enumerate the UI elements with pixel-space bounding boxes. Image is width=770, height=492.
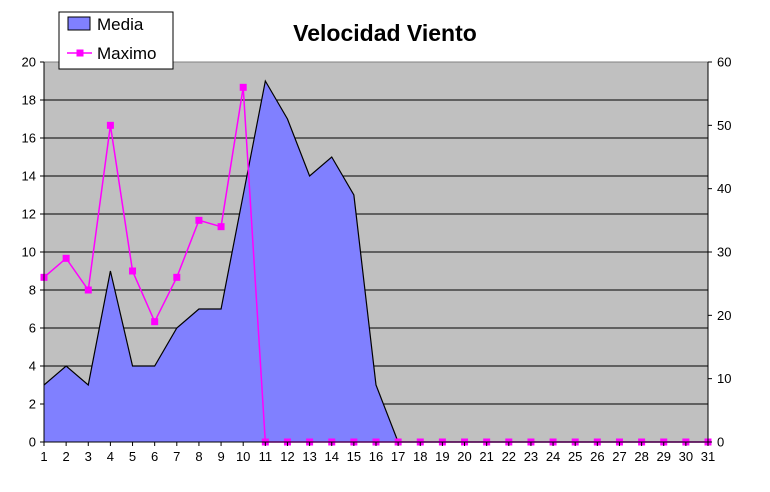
x-tick-label: 31 (701, 449, 715, 464)
x-tick-label: 24 (546, 449, 560, 464)
y-left-tick-label: 14 (22, 169, 36, 184)
x-tick-label: 10 (236, 449, 250, 464)
x-tick-label: 5 (129, 449, 136, 464)
x-tick-label: 19 (435, 449, 449, 464)
x-tick-label: 14 (324, 449, 338, 464)
marker-maximo (129, 267, 137, 275)
legend-label-media: Media (97, 15, 144, 34)
y-left-tick-label: 8 (29, 283, 36, 298)
x-tick-label: 25 (568, 449, 582, 464)
legend-label-maximo: Maximo (97, 44, 157, 63)
x-tick-label: 12 (280, 449, 294, 464)
marker-maximo (195, 216, 203, 224)
marker-maximo (84, 286, 92, 294)
x-tick-label: 4 (107, 449, 114, 464)
y-right-tick-label: 50 (717, 118, 731, 133)
x-tick-label: 26 (590, 449, 604, 464)
y-right-tick-label: 10 (717, 371, 731, 386)
x-tick-label: 30 (679, 449, 693, 464)
marker-maximo (106, 121, 114, 129)
x-tick-label: 21 (479, 449, 493, 464)
y-right-tick-label: 40 (717, 181, 731, 196)
x-tick-label: 6 (151, 449, 158, 464)
x-tick-label: 15 (347, 449, 361, 464)
legend-swatch-media (67, 16, 91, 31)
x-tick-label: 11 (259, 449, 273, 464)
y-right-tick-label: 30 (717, 245, 731, 260)
y-left-tick-label: 10 (22, 245, 36, 260)
x-tick-label: 8 (195, 449, 202, 464)
x-tick-label: 23 (524, 449, 538, 464)
x-tick-label: 13 (302, 449, 316, 464)
y-left-tick-label: 16 (22, 131, 36, 146)
x-tick-label: 17 (391, 449, 405, 464)
y-left-tick-label: 20 (22, 55, 36, 70)
marker-maximo (151, 318, 159, 326)
y-left-tick-label: 0 (29, 435, 36, 450)
x-tick-label: 9 (217, 449, 224, 464)
chart-title: Velocidad Viento (293, 20, 477, 46)
area-fill-media (44, 81, 708, 442)
x-tick-label: 2 (63, 449, 70, 464)
legend: Media Maximo (58, 11, 174, 70)
y-left-tick-label: 4 (29, 359, 36, 374)
marker-maximo (217, 223, 225, 231)
x-tick-label: 3 (85, 449, 92, 464)
y-right-tick-label: 20 (717, 308, 731, 323)
x-tick-label: 27 (612, 449, 626, 464)
y-left-tick-label: 12 (22, 207, 36, 222)
x-tick-label: 22 (502, 449, 516, 464)
x-tick-label: 7 (173, 449, 180, 464)
x-tick-label: 20 (457, 449, 471, 464)
x-tick-label: 28 (634, 449, 648, 464)
x-tick-label: 18 (413, 449, 427, 464)
y-left-tick-label: 18 (22, 93, 36, 108)
legend-marker-maximo (76, 49, 84, 57)
y-left-tick-label: 2 (29, 397, 36, 412)
marker-maximo (173, 273, 181, 281)
x-tick-label: 1 (40, 449, 47, 464)
marker-maximo (239, 83, 247, 91)
x-tick-label: 16 (369, 449, 383, 464)
y-right-tick-label: 60 (717, 55, 731, 70)
y-right-tick-label: 0 (717, 435, 724, 450)
x-tick-label: 29 (656, 449, 670, 464)
marker-maximo (62, 254, 70, 262)
y-left-tick-label: 6 (29, 321, 36, 336)
